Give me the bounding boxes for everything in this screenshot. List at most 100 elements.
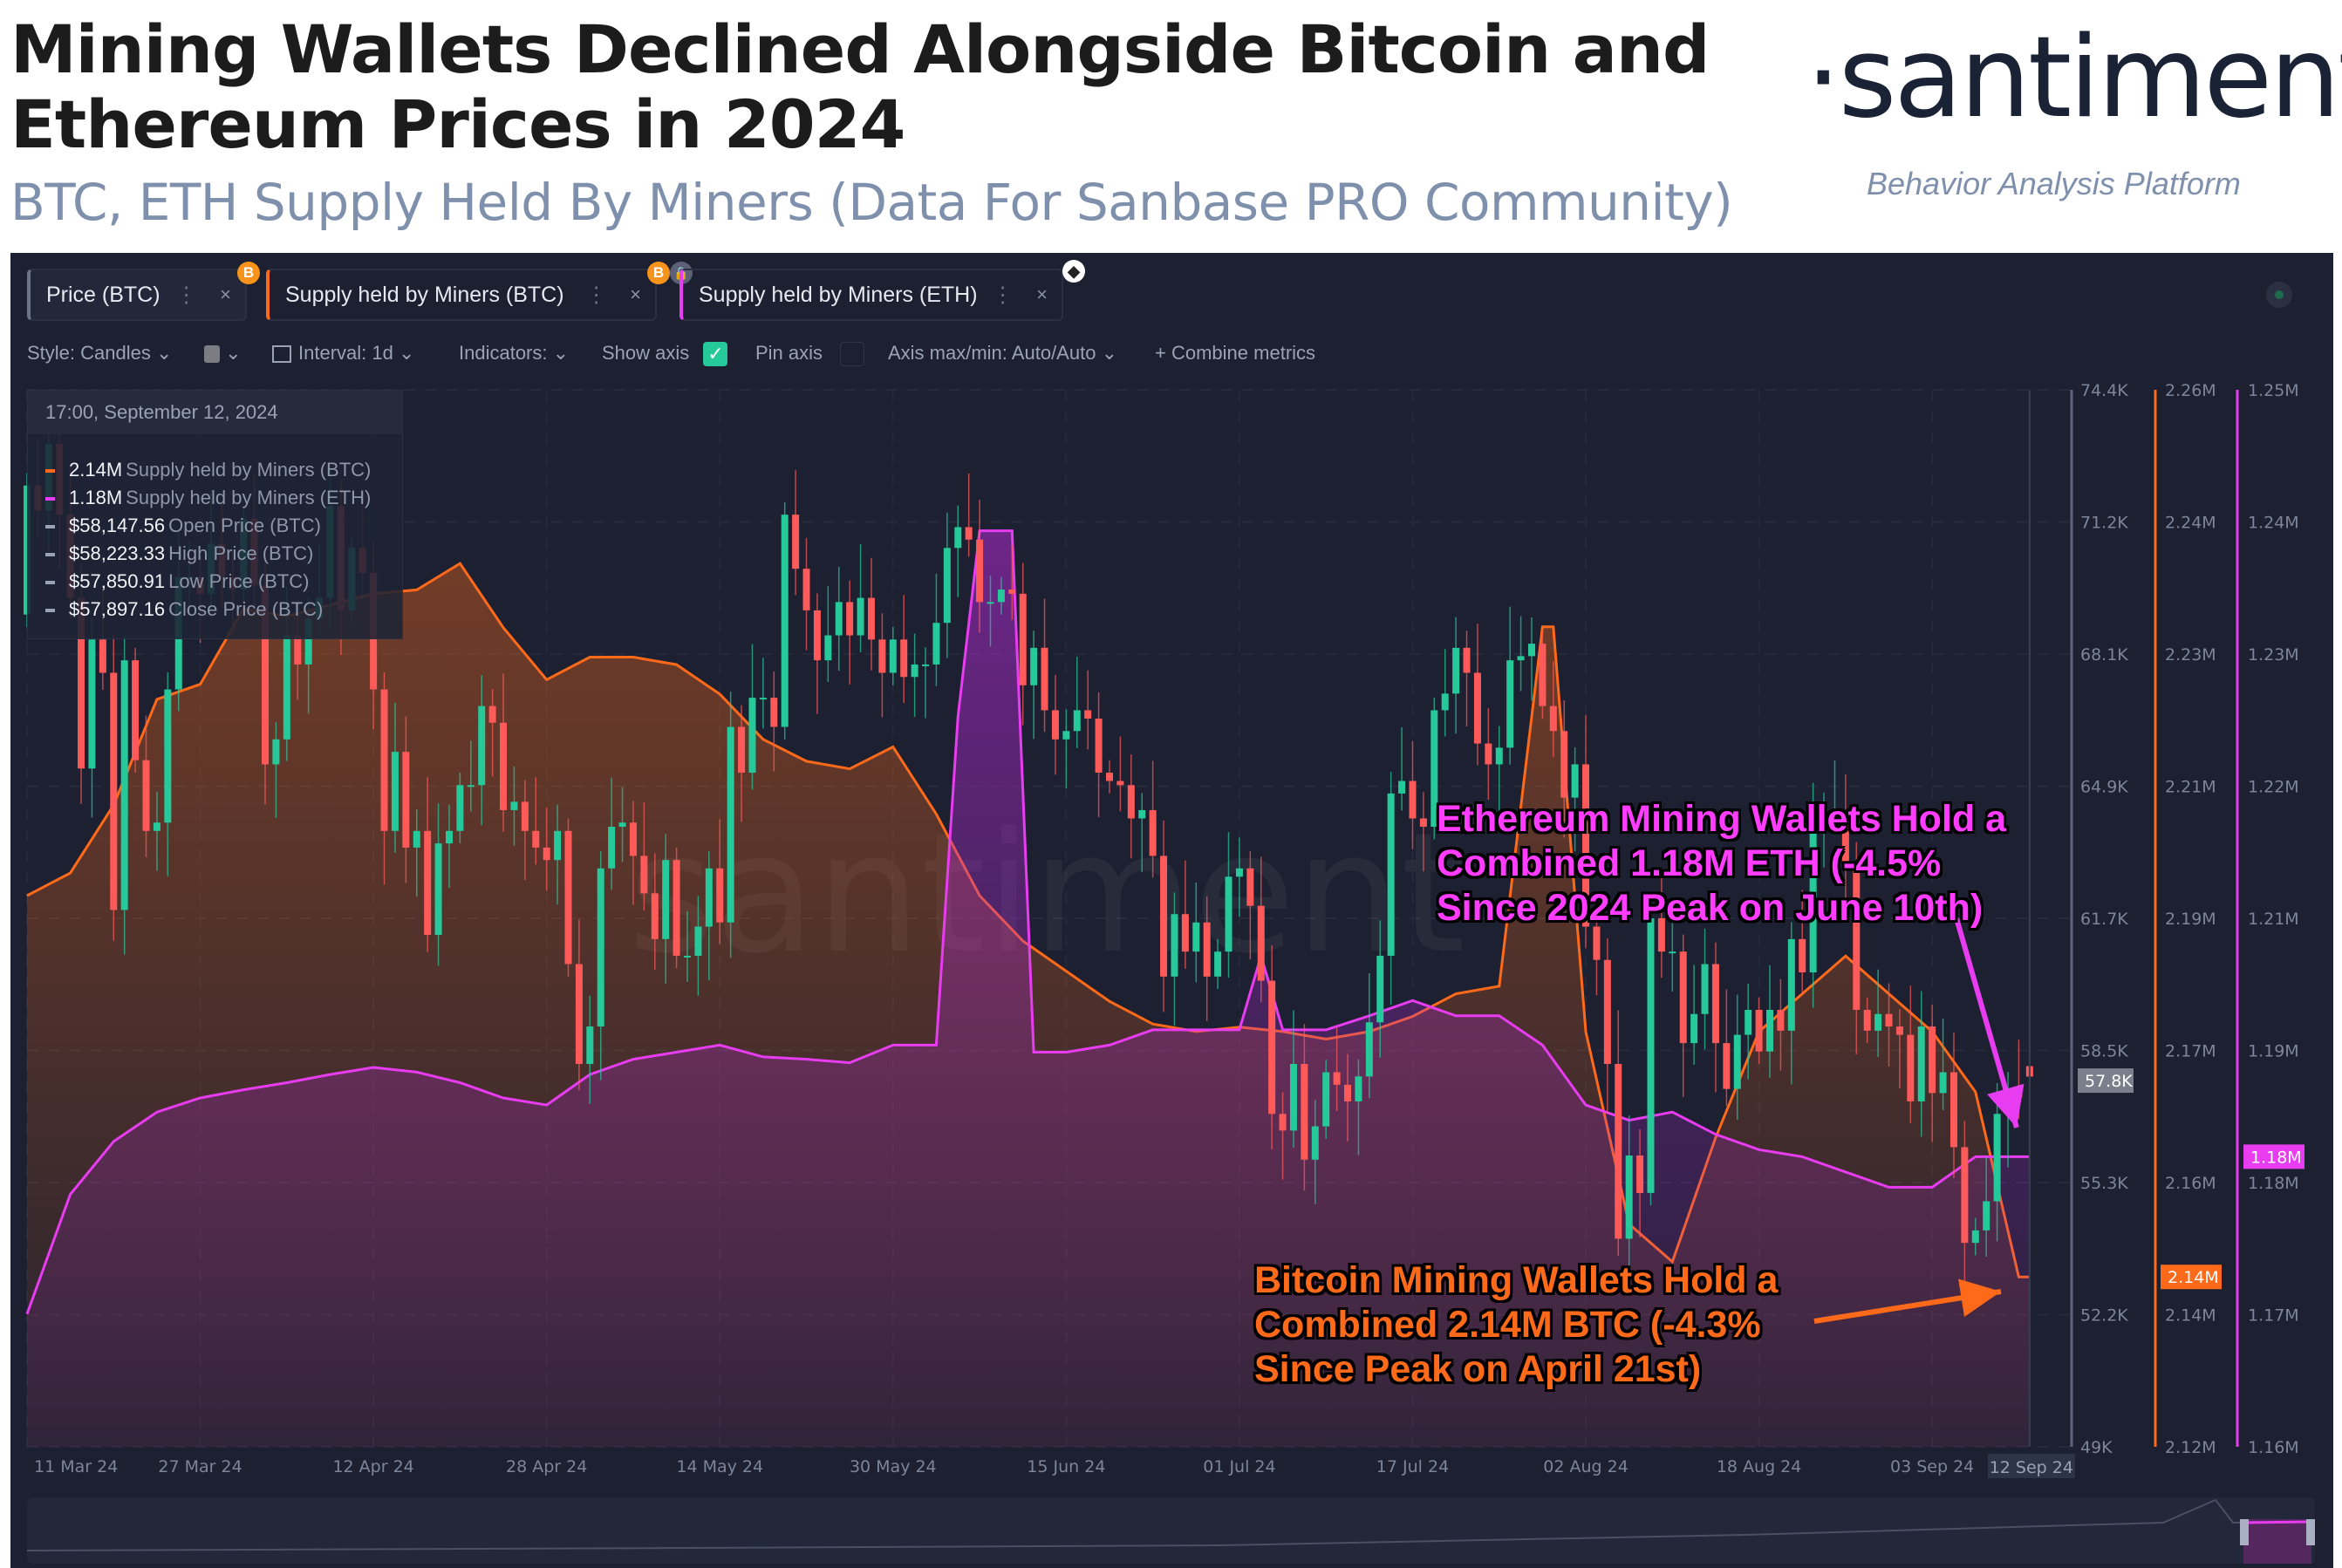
axis-minmax-dropdown[interactable]: Axis max/min: Auto/Auto ⌄ bbox=[888, 342, 1117, 365]
candle-body bbox=[1755, 1009, 1763, 1052]
interval-dropdown[interactable]: Interval: 1d ⌄ bbox=[272, 342, 414, 365]
title-line-2: Ethereum Prices in 2024 bbox=[10, 85, 905, 163]
candle-body bbox=[402, 752, 410, 848]
eth-annotation-line: Combined 1.18M ETH (-4.5% bbox=[1437, 842, 1942, 884]
candle-body bbox=[478, 706, 486, 786]
candle-body bbox=[283, 635, 290, 740]
candle-body bbox=[651, 893, 659, 939]
style-dropdown[interactable]: Style: Candles ⌄ bbox=[27, 342, 172, 365]
show-axis-checkbox[interactable]: ✓ bbox=[703, 342, 728, 367]
candle-body bbox=[1809, 818, 1817, 973]
x-axis-tick: 02 Aug 24 bbox=[1543, 1457, 1628, 1476]
status-dot-icon bbox=[2275, 290, 2284, 299]
eth-supply-axis-tick: 1.22M bbox=[2248, 778, 2299, 797]
btc-supply-axis-tick: 2.23M bbox=[2165, 645, 2216, 665]
candle-body bbox=[543, 847, 550, 861]
combine-metrics-button[interactable]: + Combine metrics bbox=[1155, 342, 1315, 365]
current-price-badge bbox=[2078, 1068, 2134, 1094]
candle-body bbox=[629, 822, 637, 856]
legend-swatch bbox=[45, 497, 55, 501]
candle-body bbox=[813, 610, 821, 661]
candle-body bbox=[911, 664, 918, 678]
candle-body bbox=[792, 515, 800, 569]
candle-body bbox=[1062, 731, 1070, 740]
x-axis-tick: 27 Mar 24 bbox=[158, 1457, 242, 1476]
candle-body bbox=[262, 585, 270, 765]
page-title: Mining Wallets Declined Alongside Bitcoi… bbox=[10, 12, 1710, 163]
candle-body bbox=[1701, 964, 1709, 1014]
candle-body bbox=[705, 868, 713, 927]
tab-menu-icon[interactable]: ⋮ bbox=[992, 283, 1014, 307]
tab-menu-icon[interactable]: ⋮ bbox=[585, 283, 608, 307]
price-axis-tick: 49K bbox=[2080, 1438, 2113, 1457]
navigator-handle-left[interactable] bbox=[2240, 1519, 2249, 1545]
candle-body bbox=[1214, 951, 1222, 977]
combine-metrics-label: Combine metrics bbox=[1171, 342, 1316, 364]
indicators-dropdown[interactable]: Indicators: ⌄ bbox=[459, 342, 569, 365]
candle-body bbox=[1106, 772, 1113, 781]
close-icon[interactable]: × bbox=[220, 283, 231, 305]
legend-swatch bbox=[45, 553, 55, 557]
candle-body bbox=[88, 639, 96, 769]
pin-axis-toggle[interactable]: Pin axis bbox=[755, 342, 865, 367]
color-swatch bbox=[204, 345, 220, 364]
candle-body bbox=[1895, 1026, 1903, 1035]
x-axis-tick: 03 Sep 24 bbox=[1890, 1457, 1974, 1476]
candle-body bbox=[976, 539, 984, 603]
eth-miner-supply-area bbox=[27, 530, 2030, 1447]
candle-body bbox=[1885, 1013, 1893, 1027]
candle-body bbox=[802, 569, 810, 610]
legend-swatch bbox=[45, 525, 55, 529]
candle-body bbox=[1831, 814, 1839, 816]
ethereum-icon: ◆ bbox=[1062, 260, 1085, 283]
candle-body bbox=[1311, 1126, 1319, 1160]
tab-supply-miners-eth[interactable]: Supply held by Miners (ETH) ⋮ × bbox=[679, 269, 1063, 321]
candle-body bbox=[564, 830, 572, 965]
candle-body bbox=[1766, 1009, 1774, 1052]
candle-body bbox=[142, 760, 150, 831]
candle-body bbox=[759, 698, 767, 700]
show-axis-toggle[interactable]: Show axis ✓ bbox=[602, 342, 728, 367]
price-axis-tick: 61.7K bbox=[2080, 910, 2128, 929]
candle-body bbox=[684, 955, 692, 958]
legend-swatch bbox=[45, 581, 55, 585]
status-indicator[interactable] bbox=[2266, 282, 2292, 308]
x-axis-tick: 15 Jun 24 bbox=[1027, 1457, 1105, 1476]
candle-body bbox=[943, 548, 951, 624]
candle-body bbox=[965, 527, 973, 540]
close-icon[interactable]: × bbox=[1036, 283, 1048, 305]
candle-body bbox=[1160, 856, 1168, 977]
candle-body bbox=[1949, 1072, 1957, 1148]
candle-body bbox=[1084, 710, 1092, 719]
candle-body bbox=[1549, 706, 1557, 732]
candle-body bbox=[1235, 868, 1243, 877]
candle-body bbox=[1874, 1013, 1882, 1031]
candle-body bbox=[488, 706, 496, 723]
candle-body bbox=[424, 830, 432, 936]
page-subtitle: BTC, ETH Supply Held By Miners (Data For… bbox=[10, 173, 1733, 232]
legend-value: 2.14M bbox=[69, 459, 123, 481]
current-eth-supply-badge bbox=[2243, 1144, 2304, 1169]
candle-body bbox=[1679, 951, 1687, 1044]
tab-menu-icon[interactable]: ⋮ bbox=[175, 283, 198, 307]
candle-body bbox=[1517, 656, 1525, 661]
candle-body bbox=[1799, 938, 1806, 973]
eth-arrow-head bbox=[1987, 1083, 2024, 1128]
tab-price-btc[interactable]: Price (BTC) ⋮ × bbox=[27, 269, 247, 321]
legend-value: 1.18M bbox=[69, 487, 123, 508]
pin-axis-checkbox[interactable] bbox=[840, 342, 865, 367]
candle-body bbox=[1647, 918, 1655, 1193]
price-axis-tick: 58.5K bbox=[2080, 1042, 2128, 1061]
navigator-handle-right[interactable] bbox=[2306, 1519, 2315, 1545]
candle-body bbox=[1398, 781, 1406, 794]
navigator-window[interactable] bbox=[2243, 1519, 2311, 1564]
close-icon[interactable]: × bbox=[630, 283, 641, 305]
legend-row: $57,897.16 Close Price (BTC) bbox=[45, 598, 323, 621]
candle-body bbox=[1041, 647, 1048, 711]
navigator-track bbox=[27, 1497, 2315, 1564]
candle-body bbox=[1820, 814, 1828, 819]
btc-supply-axis-tick: 2.24M bbox=[2165, 514, 2216, 533]
color-dropdown[interactable]: ⌄ bbox=[204, 342, 242, 365]
legend-row: $58,147.56 Open Price (BTC) bbox=[45, 515, 321, 537]
tab-supply-miners-btc[interactable]: Supply held by Miners (BTC) ⋮ × bbox=[266, 269, 657, 321]
